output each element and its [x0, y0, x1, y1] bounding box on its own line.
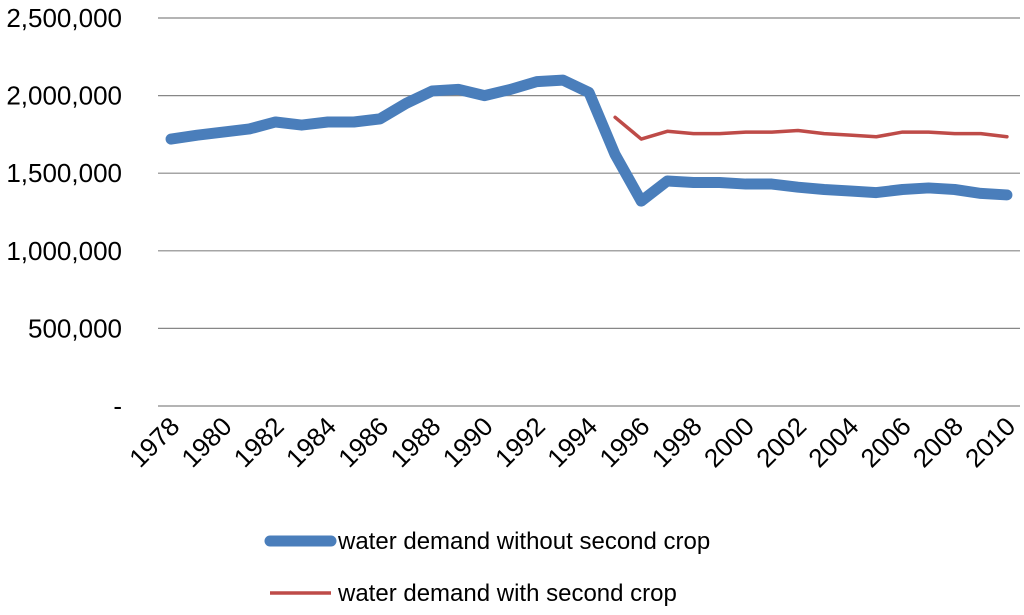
x-tick-label-1996: 1996 [593, 411, 655, 473]
x-tick-label-1992: 1992 [489, 411, 551, 473]
legend-label-with-second-crop: water demand with second crop [337, 580, 677, 607]
y-tick-label-500000: 500,000 [28, 313, 122, 343]
x-tick-label-2008: 2008 [907, 411, 969, 473]
x-tick-label-2000: 2000 [698, 411, 760, 473]
y-axis-tick-labels: - 500,000 1,000,000 1,500,000 2,000,000 2,500… [6, 3, 122, 421]
y-tick-label-1500000: 1,500,000 [6, 158, 122, 188]
y-tick-label-1000000: 1,000,000 [6, 236, 122, 266]
legend: water demand without second crop water d… [264, 528, 710, 607]
x-tick-label-1990: 1990 [437, 411, 499, 473]
x-tick-label-1978: 1978 [123, 411, 185, 473]
x-tick-label-2010: 2010 [959, 411, 1021, 473]
y-tick-label-2500000: 2,500,000 [6, 3, 122, 33]
legend-entry-with-second-crop: water demand with second crop [270, 580, 677, 607]
x-tick-label-2006: 2006 [855, 411, 917, 473]
x-tick-label-2004: 2004 [802, 411, 864, 473]
y-tick-label-0: - [113, 391, 122, 421]
x-tick-label-1982: 1982 [228, 411, 290, 473]
x-tick-label-1984: 1984 [280, 411, 342, 473]
x-tick-label-1988: 1988 [384, 411, 446, 473]
x-tick-label-1994: 1994 [541, 411, 603, 473]
legend-label-without-second-crop: water demand without second crop [337, 528, 710, 555]
series-lines [165, 74, 1013, 207]
x-tick-label-1980: 1980 [175, 411, 237, 473]
x-tick-label-2002: 2002 [750, 411, 812, 473]
x-axis-tick-labels: 1978198019821984198619881990199219941996… [123, 411, 1021, 473]
gridlines [158, 17, 1020, 407]
legend-entry-without-second-crop: water demand without second crop [264, 528, 710, 555]
x-tick-label-1986: 1986 [332, 411, 394, 473]
y-tick-label-2000000: 2,000,000 [6, 81, 122, 111]
series-line-with-second-crop [613, 115, 1009, 141]
x-tick-label-1998: 1998 [646, 411, 708, 473]
series-line-without-second-crop [165, 74, 1013, 207]
